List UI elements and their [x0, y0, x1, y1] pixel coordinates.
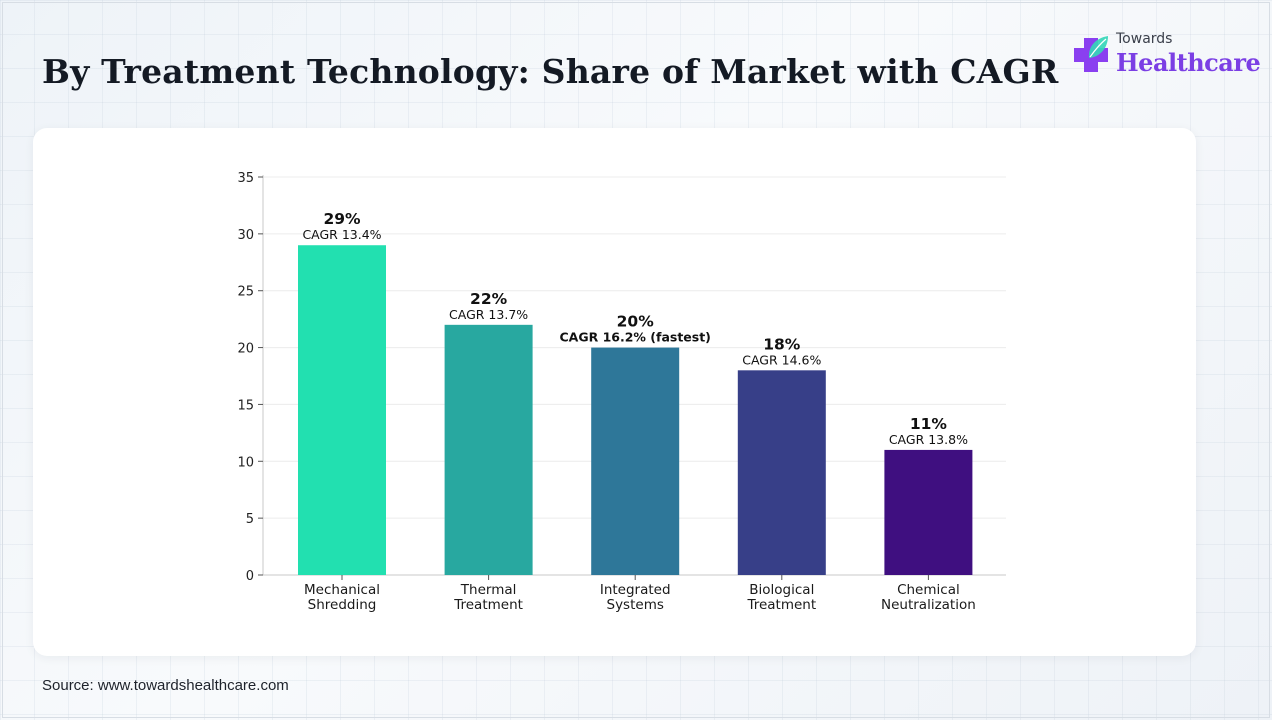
y-tick-label: 10 — [237, 455, 254, 470]
x-tick-label: Biological — [749, 582, 814, 598]
y-tick-label: 25 — [237, 285, 254, 300]
x-tick-label: Shredding — [308, 597, 377, 613]
source-note: Source: www.towardshealthcare.com — [42, 677, 289, 694]
medical-cross-leaf-icon — [1074, 36, 1108, 72]
data-label: 18% — [763, 335, 801, 353]
cagr-label: CAGR 13.4% — [302, 227, 381, 242]
bar — [884, 449, 973, 575]
y-tick-label: 5 — [246, 512, 254, 527]
cagr-label: CAGR 13.7% — [449, 307, 528, 322]
x-tick-label: Mechanical — [304, 582, 380, 598]
cagr-label: CAGR 16.2% (fastest) — [559, 330, 710, 345]
data-label: 20% — [617, 313, 655, 331]
bar — [444, 324, 533, 575]
data-label: 29% — [323, 210, 361, 228]
brand-logo[interactable]: Towards Healthcare — [1072, 30, 1261, 86]
y-tick-label: 35 — [237, 171, 254, 186]
x-tick-label: Treatment — [453, 597, 523, 613]
x-tick-label: Integrated — [600, 582, 671, 598]
x-tick-label: Neutralization — [881, 597, 976, 613]
y-tick-label: 30 — [237, 228, 254, 243]
y-tick-label: 0 — [246, 569, 254, 584]
bar — [298, 245, 386, 575]
chart-card: 0 5 10 15 20 25 30 35 Mechanical Shredding CAGR 13… — [33, 128, 1196, 656]
page-title: By Treatment Technology: Share of Market… — [42, 52, 1059, 91]
logo-text-towards: Towards — [1116, 31, 1173, 47]
data-label: 22% — [470, 290, 508, 308]
bar — [591, 347, 680, 575]
data-label: 11% — [910, 415, 948, 433]
y-tick-label: 20 — [237, 342, 254, 357]
cagr-label: CAGR 14.6% — [742, 352, 821, 367]
x-tick-label: Treatment — [746, 597, 816, 613]
x-tick-label: Thermal — [460, 582, 517, 598]
y-tick-label: 15 — [237, 398, 254, 413]
logo-text-healthcare: Healthcare — [1116, 48, 1261, 77]
x-tick-label: Systems — [607, 597, 664, 613]
cagr-label: CAGR 13.8% — [889, 432, 968, 447]
bar — [737, 370, 826, 575]
x-tick-label: Chemical — [897, 582, 960, 598]
